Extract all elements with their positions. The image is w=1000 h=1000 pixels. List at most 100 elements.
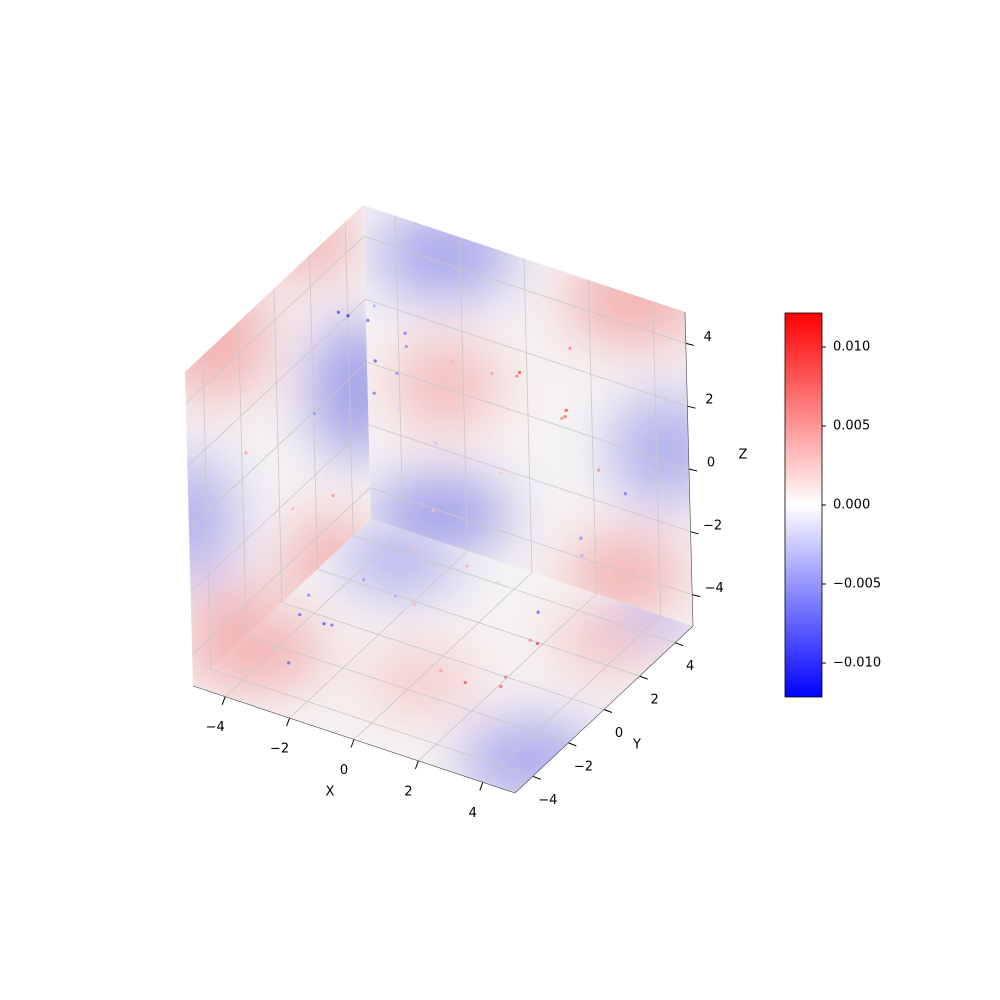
point [395, 371, 399, 375]
z-tick-label: 2 [705, 393, 713, 408]
point [307, 593, 311, 597]
point [439, 669, 443, 673]
y-tick [675, 642, 684, 647]
point [597, 468, 601, 472]
axis-line [514, 625, 694, 794]
y-tick-label: 4 [686, 659, 694, 674]
z-tick-label: 0 [707, 456, 715, 471]
point [465, 564, 469, 568]
point [449, 360, 453, 364]
point [393, 594, 398, 598]
points [244, 304, 627, 689]
colorbar-fill [784, 312, 823, 698]
grid-line [246, 635, 569, 744]
axis-line [684, 311, 694, 627]
x-tick-label: 0 [340, 763, 348, 778]
point [536, 610, 540, 614]
point [568, 346, 572, 350]
point [404, 344, 408, 349]
x-tick-label: 2 [404, 784, 412, 799]
axes: X Y Z −4 −2 0 2 4 −4 −2 0 2 4 −4 −2 0 2 4 [192, 311, 748, 821]
grid-line [368, 424, 691, 533]
colorbar: −0.010 −0.005 0.000 0.005 0.010 [784, 312, 881, 698]
point [361, 578, 366, 582]
point [496, 581, 500, 585]
x-axis-label: X [326, 785, 335, 800]
grid-line [191, 487, 371, 655]
y-tick-label: −4 [538, 793, 557, 808]
x-tick [286, 717, 291, 727]
colorbar-tick-label: 0.005 [833, 418, 870, 433]
point [403, 331, 407, 335]
x-tick [350, 739, 355, 748]
z-tick [687, 405, 696, 409]
y-tick-label: 0 [615, 726, 623, 741]
point [396, 407, 400, 412]
point [560, 416, 564, 421]
point [336, 310, 341, 314]
point [372, 304, 376, 308]
grid [185, 215, 693, 783]
point [504, 675, 508, 679]
point [499, 471, 503, 475]
y-tick [532, 775, 541, 780]
point [535, 641, 540, 646]
point [463, 680, 467, 685]
x-tick [221, 696, 226, 705]
x-tick-label: 4 [469, 806, 477, 821]
point [490, 371, 494, 376]
grid-line [366, 361, 690, 470]
y-tick [603, 709, 613, 713]
z-axis-label: Z [739, 448, 748, 463]
y-axis-label: Y [632, 738, 641, 753]
z-tick-label: 4 [704, 330, 712, 345]
z-tick [688, 468, 698, 472]
axis-line [192, 685, 516, 794]
grid-line [370, 487, 693, 595]
point [515, 374, 519, 378]
point [291, 507, 295, 511]
point [372, 391, 376, 395]
point [331, 493, 335, 498]
grid-line [188, 361, 368, 530]
x-tick [414, 760, 419, 770]
point [366, 318, 370, 322]
z-tick [692, 594, 701, 598]
grid-line [317, 568, 640, 677]
colorbar-tick-label: 0.010 [833, 339, 870, 354]
point [434, 441, 438, 445]
y-tick-label: 2 [650, 693, 658, 708]
grid-line [210, 668, 533, 777]
point [623, 492, 627, 496]
grid-line [365, 298, 688, 407]
point [580, 553, 584, 558]
x-tick-label: −4 [206, 720, 225, 735]
z-tick [685, 342, 694, 346]
x-tick [479, 782, 484, 791]
point [312, 411, 317, 416]
point [579, 536, 583, 540]
point [431, 509, 435, 513]
y-tick [568, 742, 577, 747]
grid-line [281, 602, 605, 710]
y-tick [639, 675, 648, 680]
colorbar-tick-label: −0.005 [833, 577, 881, 592]
grid-line [363, 236, 686, 344]
z-tick-label: −2 [703, 518, 722, 533]
point [373, 359, 377, 363]
point [287, 661, 291, 665]
point [564, 408, 568, 412]
point [411, 546, 415, 550]
grid-line [190, 424, 369, 593]
point [298, 612, 302, 617]
point [346, 314, 350, 318]
x-tick-label: −2 [270, 742, 289, 757]
point [528, 638, 532, 642]
point [330, 623, 334, 627]
point [499, 684, 503, 689]
grid-line [353, 535, 676, 644]
point [322, 622, 326, 626]
y-tick-label: −2 [574, 759, 593, 774]
colorbar-tick-label: −0.010 [833, 656, 881, 671]
